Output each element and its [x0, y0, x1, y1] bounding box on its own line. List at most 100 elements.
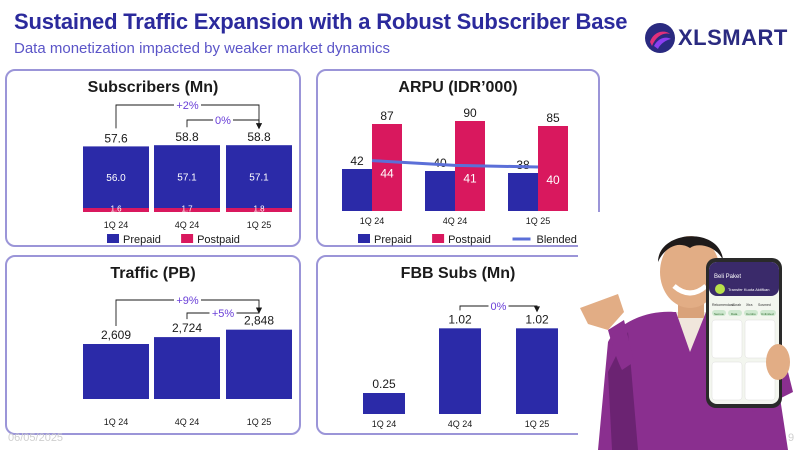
chart-title: Traffic (PB): [110, 265, 196, 282]
segment-label-postpaid: 1.7: [181, 205, 193, 214]
value-label: 2,609: [101, 328, 131, 342]
legend-swatch-prepaid: [107, 234, 119, 243]
x-tick-label: 1Q 24: [372, 419, 397, 429]
traffic-chart: 2,609 1Q 24 2,724 4Q 24 2,848 1Q 25 +9% +5%: [83, 294, 292, 427]
total-label: 58.8: [247, 130, 271, 144]
bar-fbb: [439, 328, 481, 414]
xlsmart-logo-icon: [645, 23, 675, 53]
x-tick-label: 4Q 24: [175, 220, 200, 230]
segment-label-prepaid: 56.0: [106, 173, 126, 184]
legend-label-prepaid: Prepaid: [123, 234, 161, 246]
subscribers-panel: Subscribers (Mn) 56.0 1.6 57.6 1Q 24 57.1 1.7…: [5, 69, 301, 247]
bar-postpaid: [154, 208, 220, 212]
line-blended: [371, 159, 539, 169]
x-tick-label: 4Q 24: [448, 419, 473, 429]
segment-label-postpaid: 1.8: [253, 205, 265, 214]
value-label: 0.25: [372, 377, 396, 391]
legend-swatch-postpaid: [432, 234, 445, 243]
chart-title: Subscribers (Mn): [87, 79, 219, 96]
value-label: 1.02: [448, 312, 472, 326]
growth-bracket-qoq-label-bg: [209, 307, 237, 319]
phone-tab-3: Sosmed: [758, 303, 771, 307]
growth-bracket-qoq-label-bg: [488, 300, 509, 312]
bar-prepaid: [425, 171, 455, 211]
chart-title: ARPU (IDR’000): [398, 79, 518, 96]
bar-traffic: [83, 344, 149, 399]
phone-tab-1: Akrab: [732, 303, 741, 307]
x-tick-label: 4Q 24: [175, 417, 200, 427]
legend-swatch-prepaid: [358, 234, 370, 243]
page-number: 9: [788, 432, 795, 444]
value-label: 2,724: [172, 321, 202, 335]
segment-label-prepaid: 57.1: [177, 173, 197, 184]
footer-date: 06/05/2025: [8, 432, 64, 444]
bar-postpaid: [372, 124, 402, 211]
phone-promo-text: Transfer Kuota Aktifkan: [728, 287, 769, 292]
xlsmart-logo: XLSMART: [644, 22, 794, 56]
value-label-blended: 44: [380, 167, 394, 181]
value-label: 2,848: [244, 314, 274, 328]
value-label-postpaid: 85: [546, 111, 560, 125]
x-tick-label: 1Q 24: [104, 417, 129, 427]
bar-prepaid: [342, 169, 372, 211]
bar-prepaid: [508, 173, 538, 211]
phone-chip-0: Semua: [714, 312, 724, 316]
person-with-phone-image: Beli Paket Transfer Kuota Aktifkan Rekom…: [578, 212, 800, 450]
segment-label-postpaid: 1.6: [110, 205, 122, 214]
legend-label-prepaid: Prepaid: [374, 234, 412, 246]
page-title: Sustained Traffic Expansion with a Robus…: [14, 9, 628, 34]
phone-tab-0: Rekomendasi: [712, 303, 734, 307]
fbb-chart: 0.25 1Q 24 1.02 4Q 24 1.02 1Q 25 0%: [363, 300, 558, 429]
x-tick-label: 1Q 24: [104, 220, 129, 230]
value-label-postpaid: 87: [380, 109, 394, 123]
phone-chip-1: Data: [731, 312, 738, 316]
growth-bracket-qoq-label: 0%: [491, 301, 507, 313]
growth-bracket-yoy-label-bg: [174, 294, 201, 306]
growth-bracket-yoy-label: +2%: [176, 100, 199, 112]
value-label-prepaid: 38: [516, 158, 530, 172]
growth-bracket-qoq-label-bg: [213, 114, 233, 126]
logo-text: XLSMART: [678, 25, 788, 50]
growth-bracket-qoq-arrowhead: [256, 123, 262, 130]
traffic-panel: Traffic (PB) 2,609 1Q 24 2,724 4Q 24 2,848 1Q…: [5, 255, 301, 435]
value-label: 1.02: [525, 312, 549, 326]
x-tick-label: 4Q 24: [443, 216, 468, 226]
value-label-blended: 40: [546, 173, 560, 187]
growth-bracket-qoq-label: +5%: [212, 308, 235, 320]
total-label: 57.6: [104, 131, 128, 145]
arpu-panel: ARPU (IDR’000) 42 87 44 1Q 24 40 90 41 4Q 24 38 8…: [316, 69, 600, 247]
phone-chip-2: Combo: [746, 312, 756, 316]
bar-postpaid: [83, 208, 149, 212]
pointing-hand: [580, 294, 624, 330]
bar-traffic: [154, 337, 220, 399]
phone-tab-2: Xtra: [746, 303, 752, 307]
chart-title: FBB Subs (Mn): [400, 265, 516, 282]
x-tick-label: 1Q 25: [525, 419, 550, 429]
legend-swatch-postpaid: [181, 234, 194, 243]
bar-postpaid: [538, 126, 568, 211]
x-tick-label: 1Q 25: [526, 216, 551, 226]
bar-prepaid: [83, 146, 149, 208]
x-tick-label: 1Q 25: [247, 417, 272, 427]
value-label-postpaid: 90: [463, 106, 477, 120]
segment-label-prepaid: 57.1: [249, 173, 269, 184]
fbb-panel: FBB Subs (Mn) 0.25 1Q 24 1.02 4Q 24 1.02 1Q 2…: [316, 255, 600, 435]
phone-chip-3: Unlimited: [761, 312, 774, 316]
total-label: 58.8: [175, 130, 199, 144]
bar-prepaid: [226, 145, 292, 208]
value-label-blended: 41: [463, 171, 477, 185]
bar-fbb: [516, 328, 558, 414]
growth-bracket-yoy-label: +9%: [176, 295, 199, 307]
bar-postpaid: [226, 208, 292, 212]
bar-prepaid: [154, 145, 220, 208]
bar-traffic: [226, 329, 292, 399]
bar-fbb: [363, 393, 405, 414]
subscribers-chart: 56.0 1.6 57.6 1Q 24 57.1 1.7 58.8 4Q 24 57.1 1.8 5…: [83, 99, 292, 246]
value-label-prepaid: 42: [350, 154, 364, 168]
growth-bracket-qoq-arrowhead: [256, 307, 262, 314]
x-tick-label: 1Q 24: [360, 216, 385, 226]
value-label-prepaid: 40: [433, 156, 447, 170]
hair-shape: [658, 236, 723, 262]
growth-bracket-yoy-label-bg: [174, 99, 201, 111]
legend-label-blended: Blended: [537, 234, 577, 246]
